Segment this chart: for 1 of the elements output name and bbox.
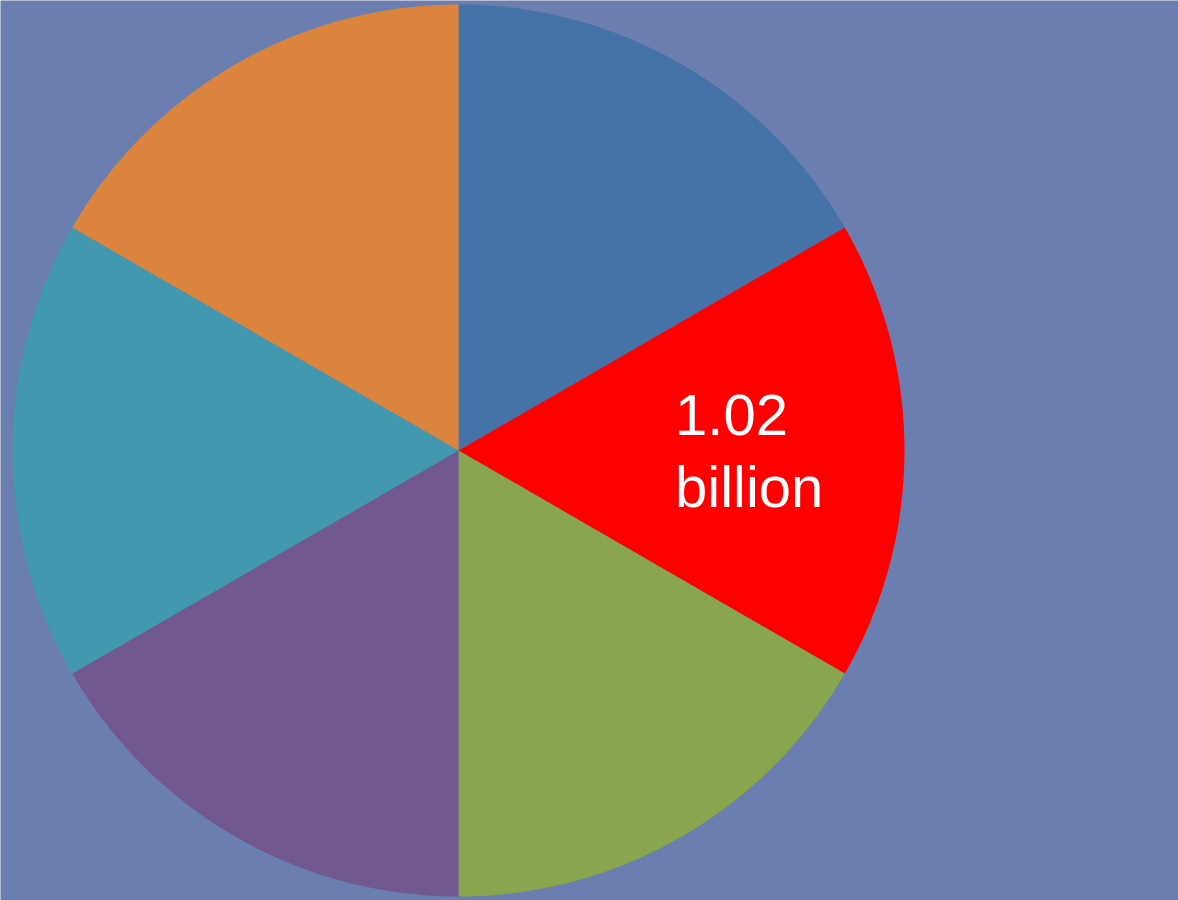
data-label: 1.02 billion: [675, 382, 824, 519]
